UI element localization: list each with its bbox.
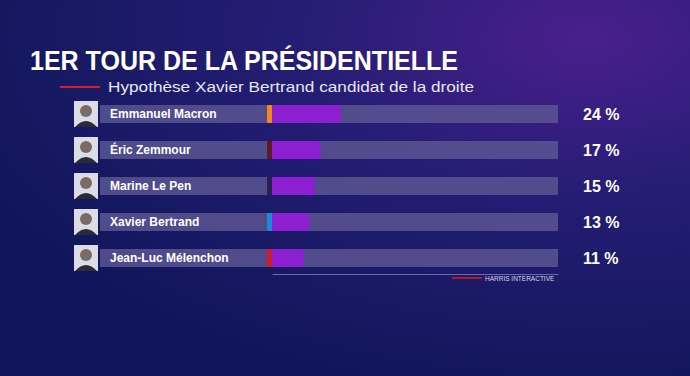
chart: 1ER TOUR DE LA PRÉSIDENTIELLE Hypothèse X…: [0, 0, 690, 376]
data-label: 13 %: [583, 214, 619, 231]
category-label: Éric Zemmour: [110, 142, 191, 157]
photo-head: [80, 177, 92, 189]
photo-body: [75, 229, 97, 235]
party-marker: [267, 105, 272, 123]
y-axis: Emmanuel Macron Éric Zemmour Marine Le Pen…: [110, 107, 229, 265]
bar: [272, 177, 315, 195]
photo-head: [80, 249, 92, 261]
subtitle-dash: [60, 86, 100, 88]
party-marker: [267, 249, 272, 267]
data-label: 17 %: [583, 142, 619, 159]
party-marker: [267, 141, 272, 159]
category-label: Xavier Bertrand: [110, 215, 199, 229]
track: [100, 213, 558, 231]
source: HARRIS INTERACTIVE: [485, 275, 555, 282]
category-label: Emmanuel Macron: [110, 107, 217, 121]
photo: [74, 209, 98, 235]
bar: [272, 105, 341, 123]
tick: Jean-Luc Mélenchon: [110, 251, 229, 265]
photo: [74, 137, 98, 163]
title: 1ER TOUR DE LA PRÉSIDENTIELLE: [30, 45, 458, 76]
track: [100, 177, 558, 195]
bar: [272, 213, 309, 231]
photo-head: [80, 105, 92, 117]
photo: [74, 101, 98, 127]
track: [100, 141, 558, 159]
party-marker: [267, 213, 272, 231]
data-labels: 24 % 17 % 15 % 13 % 11 %: [583, 106, 619, 267]
photo-head: [80, 141, 92, 153]
photo-body: [75, 265, 97, 271]
track: [100, 105, 558, 123]
photo-body: [75, 157, 97, 163]
photo-body: [75, 121, 97, 127]
category-label: Jean-Luc Mélenchon: [110, 251, 229, 265]
party-marker: [267, 177, 272, 195]
tick: Marine Le Pen: [110, 179, 191, 193]
track: [100, 249, 558, 267]
category-label: Marine Le Pen: [110, 179, 191, 193]
data-label: 15 %: [583, 178, 619, 195]
rows: [74, 101, 558, 271]
bar: [272, 249, 303, 267]
background: [0, 0, 690, 376]
photo-body: [75, 193, 97, 199]
bar: [272, 141, 321, 159]
photo: [74, 245, 98, 271]
data-label: 11 %: [583, 250, 619, 267]
tick: Xavier Bertrand: [110, 215, 199, 229]
tick: Éric Zemmour: [110, 142, 191, 157]
source-dash: [452, 277, 482, 279]
bars: [272, 105, 341, 267]
subtitle: Hypothèse Xavier Bertrand candidat de la…: [108, 79, 474, 95]
photo-head: [80, 213, 92, 225]
tick: Emmanuel Macron: [110, 107, 217, 121]
data-label: 24 %: [583, 106, 619, 123]
photo: [74, 173, 98, 199]
